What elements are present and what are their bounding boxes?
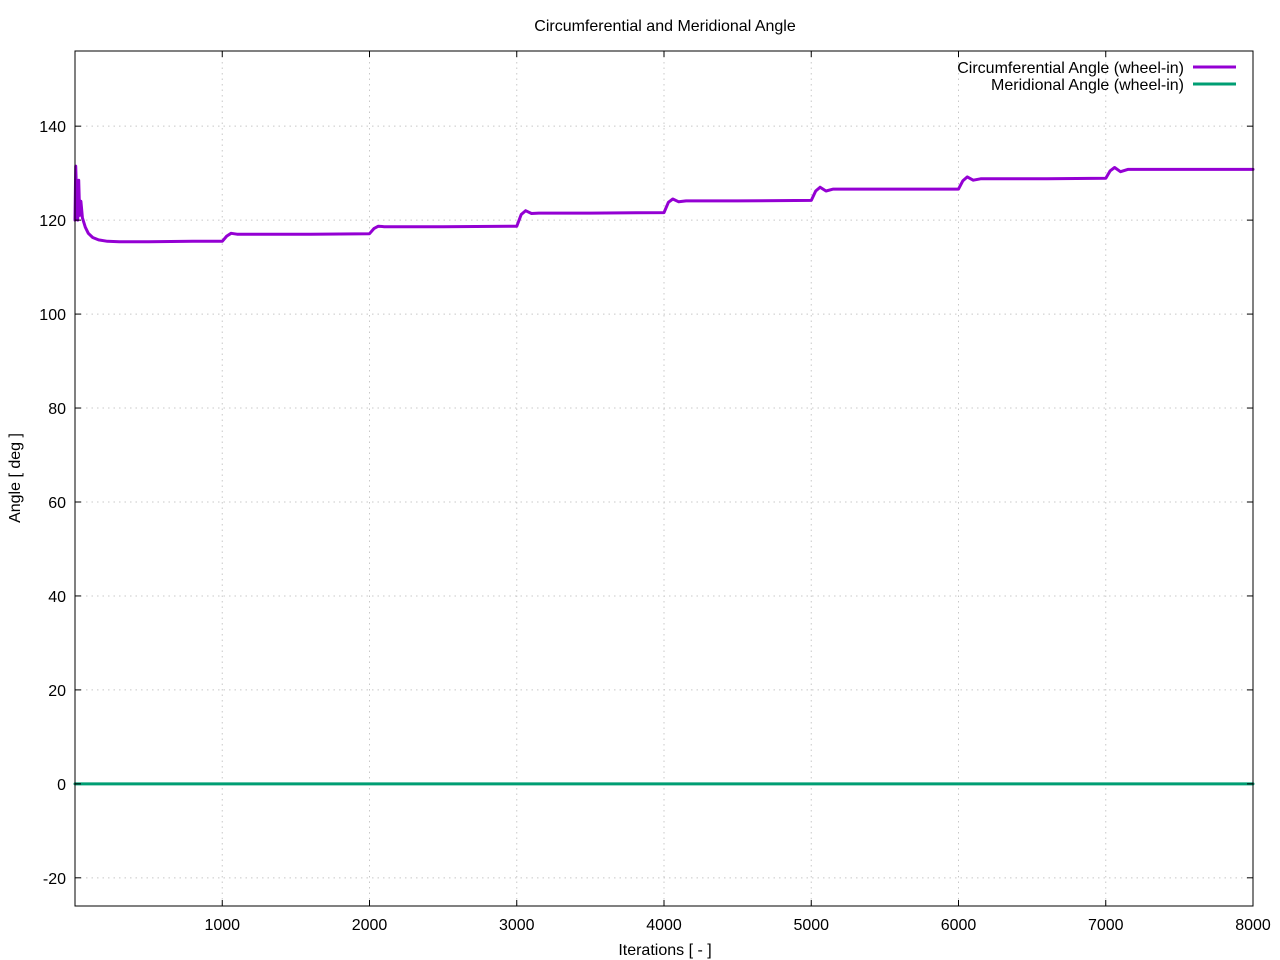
series-line-1 — [73, 164, 1255, 244]
y-tick-label: 60 — [48, 495, 66, 512]
chart-title: Circumferential and Meridional Angle — [534, 18, 796, 35]
x-tick-label: 7000 — [1088, 917, 1124, 934]
tick-layer: 1000 2000 3000 4000 5000 6000 7000 8000 -20 0 20 40… — [39, 51, 1271, 934]
x-tick-label: 8000 — [1235, 917, 1271, 934]
legend: Circumferential Angle (wheel-in)Meridion… — [957, 60, 1236, 94]
y-tick-label: -20 — [43, 871, 66, 888]
series-layer — [73, 164, 1255, 786]
y-tick-label: 40 — [48, 589, 66, 606]
legend-label-1: Circumferential Angle (wheel-in) — [957, 60, 1184, 77]
y-tick-label: 80 — [48, 401, 66, 418]
x-tick-label: 5000 — [793, 917, 829, 934]
x-tick-label: 6000 — [941, 917, 977, 934]
y-tick-label: 20 — [48, 683, 66, 700]
x-axis-label: Iterations [ - ] — [618, 942, 711, 959]
x-tick-label: 4000 — [646, 917, 682, 934]
y-tick-label: 0 — [57, 777, 66, 794]
legend-label-2: Meridional Angle (wheel-in) — [991, 77, 1184, 94]
y-tick-label: 140 — [39, 119, 66, 136]
y-axis-label: Angle [ deg ] — [7, 433, 24, 523]
x-tick-label: 1000 — [204, 917, 240, 934]
y-tick-label: 100 — [39, 307, 66, 324]
x-tick-label: 2000 — [352, 917, 388, 934]
y-tick-label: 120 — [39, 213, 66, 230]
x-tick-label: 3000 — [499, 917, 535, 934]
